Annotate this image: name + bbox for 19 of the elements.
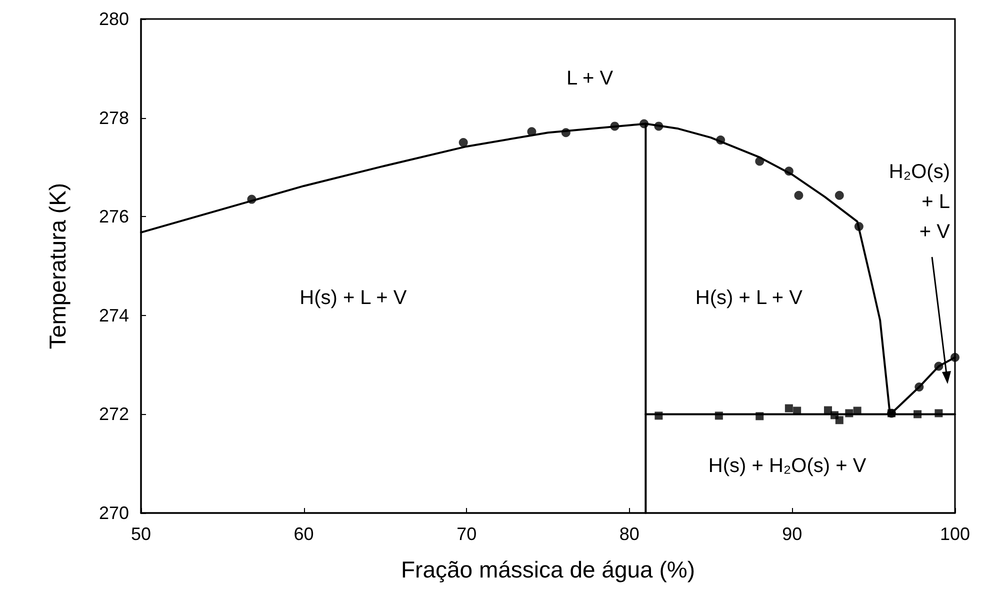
y-tick-label: 280 xyxy=(98,9,129,29)
y-tick-label: 274 xyxy=(98,305,129,326)
x-tick-label: 60 xyxy=(294,524,314,544)
x-tick-label: 100 xyxy=(940,524,970,544)
y-tick-label: 278 xyxy=(98,108,129,128)
y-tick-label: 272 xyxy=(98,404,129,424)
annotation: H(s) + L + V xyxy=(695,287,804,310)
x-tick-label: 90 xyxy=(782,524,802,544)
annotation: H(s) + H₂O(s) + V xyxy=(708,455,867,478)
x-tick-label: 70 xyxy=(456,524,477,544)
x-tick-label: 50 xyxy=(130,524,152,544)
annotation: H(s) + L + V xyxy=(300,287,408,310)
y-axis-title: Temperatura (K) xyxy=(44,182,70,350)
y-tick-label: 270 xyxy=(98,503,129,523)
annotation: H₂O(s) + L + V xyxy=(888,161,951,243)
x-axis-title: Fração mássica de água (%) xyxy=(400,556,695,582)
x-tick-label: 80 xyxy=(619,524,640,544)
annotation: L + V xyxy=(566,67,614,90)
y-tick-label: 276 xyxy=(98,206,129,227)
